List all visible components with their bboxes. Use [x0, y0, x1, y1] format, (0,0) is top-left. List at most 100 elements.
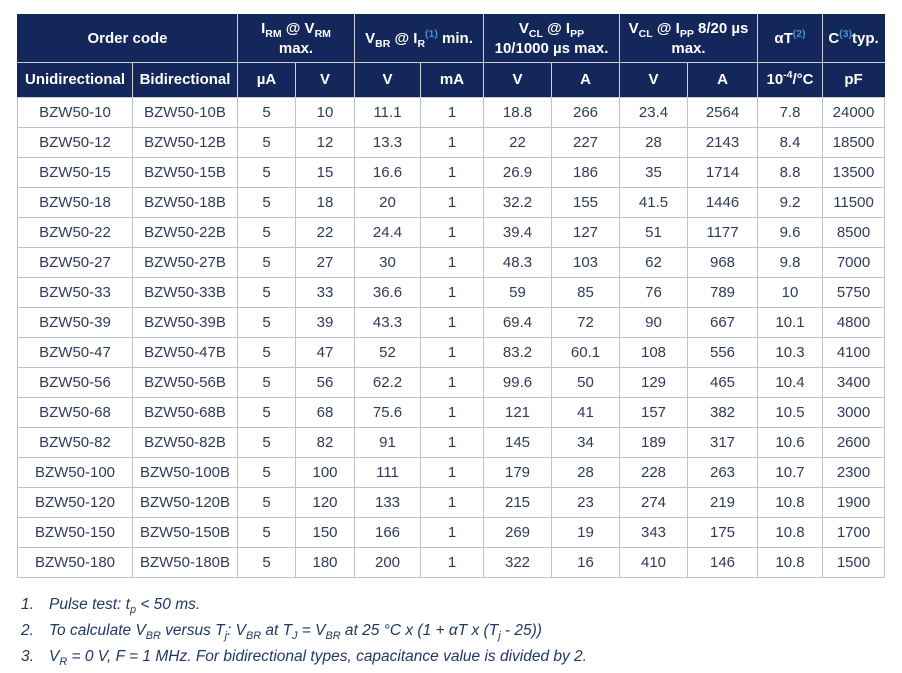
header-unit-cell: pF	[822, 62, 885, 98]
text-part: R	[59, 656, 68, 669]
text-part: at 25 °C x (1 + αT x (T	[340, 622, 499, 639]
table-cell: 155	[551, 187, 620, 218]
table-cell: 5	[237, 307, 296, 338]
text-part: BR	[145, 630, 161, 643]
order-code-unidirectional: BZW50-18	[17, 187, 133, 218]
text-part: CL	[638, 28, 653, 40]
footnote-number: 1.	[21, 596, 34, 613]
table-cell: 72	[551, 307, 620, 338]
text-part: To calculate V	[49, 622, 146, 639]
text-part: V	[648, 71, 659, 89]
header-unit-cell: V	[483, 62, 552, 98]
table-cell: 10.8	[757, 487, 823, 518]
table-cell: 18.8	[483, 97, 552, 128]
text-part: 10/1000 µs max.	[494, 39, 609, 57]
table-cell: 1	[420, 97, 484, 128]
table-cell: 51	[619, 217, 688, 248]
table-cell: 1	[420, 517, 484, 548]
header-unit-cell: V	[354, 62, 421, 98]
table-cell: 189	[619, 427, 688, 458]
text-part: j	[498, 630, 501, 643]
table-cell: 215	[483, 487, 552, 518]
footnote-number: 2.	[21, 622, 34, 639]
table-cell: 10.8	[757, 517, 823, 548]
table-cell: 18	[295, 187, 355, 218]
text-part: V	[49, 648, 60, 665]
table-cell: 41	[551, 397, 620, 428]
table-cell: 1446	[687, 187, 758, 218]
table-cell: 30	[354, 247, 421, 278]
text-part: BR	[325, 630, 341, 643]
table-cell: 83.2	[483, 337, 552, 368]
text-part: V	[518, 20, 529, 37]
text-part: at T	[261, 622, 293, 639]
table-cell: 33	[295, 277, 355, 308]
table-cell: 36.6	[354, 277, 421, 308]
table-cell: 10.7	[757, 457, 823, 488]
table-cell: 103	[551, 247, 620, 278]
table-cell: 23.4	[619, 97, 688, 128]
text-part: = 0 V, F = 1 MHz. For bidirectional type…	[67, 648, 587, 665]
table-cell: 10	[295, 97, 355, 128]
table-cell: 91	[354, 427, 421, 458]
order-code-bidirectional: BZW50-47B	[132, 337, 238, 368]
header-unit-cell: Unidirectional	[17, 62, 133, 98]
order-code-unidirectional: BZW50-82	[17, 427, 133, 458]
order-code-unidirectional: BZW50-27	[17, 247, 133, 278]
table-cell: 1	[420, 397, 484, 428]
table-row: BZW50-82 BZW50-82B 5 82 91 1 145 34 189 317 10.6 26…	[17, 427, 885, 458]
text-part: RM	[265, 28, 282, 40]
table-cell: 1900	[822, 487, 885, 518]
table-cell: 28	[619, 127, 688, 158]
table-cell: 227	[551, 127, 620, 158]
table-cell: 5	[237, 187, 296, 218]
footnote: 2. To calculate VBR versus Tj: VBR at TJ …	[21, 621, 587, 643]
table-cell: 219	[687, 487, 758, 518]
order-code-unidirectional: BZW50-68	[17, 397, 133, 428]
table-cell: 1	[420, 337, 484, 368]
table-cell: 7.8	[757, 97, 823, 128]
order-code-unidirectional: BZW50-47	[17, 337, 133, 368]
table-cell: 157	[619, 397, 688, 428]
table-cell: 1700	[822, 517, 885, 548]
table-row: BZW50-15 BZW50-15B 5 15 16.6 1 26.9 186 35 1714 8.…	[17, 157, 885, 188]
order-code-unidirectional: BZW50-100	[17, 457, 133, 488]
table-cell: 200	[354, 547, 421, 578]
table-cell: 175	[687, 517, 758, 548]
text-part: PP	[570, 28, 585, 40]
order-code-unidirectional: BZW50-180	[17, 547, 133, 578]
table-cell: 60.1	[551, 337, 620, 368]
table-cell: 23	[551, 487, 620, 518]
text-part: /°C	[792, 71, 814, 89]
order-code-unidirectional: BZW50-150	[17, 517, 133, 548]
table-row: BZW50-18 BZW50-18B 5 18 20 1 32.2 155 41.5 1446 9.…	[17, 187, 885, 218]
order-code-bidirectional: BZW50-150B	[132, 517, 238, 548]
table-row: BZW50-10 BZW50-10B 5 10 11.1 1 18.8 266 23.4 2564…	[17, 97, 885, 128]
text-part: C	[828, 29, 840, 47]
text-part: V	[382, 71, 393, 89]
text-part: V	[365, 29, 376, 47]
table-cell: 4800	[822, 307, 885, 338]
text-part: Pulse test: t	[49, 596, 130, 613]
table-cell: 3400	[822, 367, 885, 398]
text-part: Bidirectional	[139, 71, 231, 89]
table-cell: 5	[237, 547, 296, 578]
footnotes: 1. Pulse test: tp < 50 ms. 2. To calculate …	[21, 595, 587, 673]
table-cell: 48.3	[483, 247, 552, 278]
table-cell: 39.4	[483, 217, 552, 248]
table-cell: 18500	[822, 127, 885, 158]
table-cell: 47	[295, 337, 355, 368]
table-cell: 10.5	[757, 397, 823, 428]
text-part: Order code	[87, 29, 168, 47]
table-cell: 5	[237, 517, 296, 548]
order-code-bidirectional: BZW50-10B	[132, 97, 238, 128]
table-cell: 145	[483, 427, 552, 458]
text-part: @ I	[390, 29, 418, 47]
table-cell: 166	[354, 517, 421, 548]
table-cell: 1	[420, 247, 484, 278]
table-cell: 228	[619, 457, 688, 488]
table-cell: 111	[354, 457, 421, 488]
text-part: - 25))	[500, 622, 542, 639]
table-cell: 56	[295, 367, 355, 398]
